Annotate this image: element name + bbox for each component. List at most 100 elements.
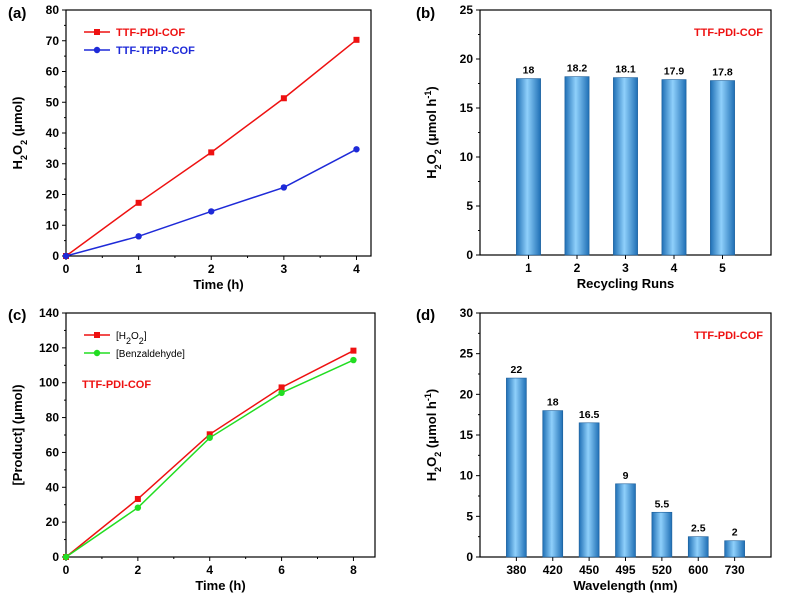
data-label: 2: [732, 527, 738, 539]
bar-2: [564, 76, 590, 256]
y-axis-label-part-3: 2: [433, 149, 443, 154]
x-tick-label: 0: [63, 563, 70, 577]
y-axis-label-part-1: 2: [433, 467, 443, 472]
y-tick-label: 10: [460, 469, 474, 483]
y-tick-label: 25: [460, 3, 474, 17]
data-point: [280, 184, 288, 191]
y-axis-label-part-4: (μmol h: [424, 401, 439, 452]
data-label: 17.9: [664, 66, 685, 78]
data-point: [353, 36, 360, 43]
data-label: 5.5: [655, 498, 670, 510]
x-tick-label: 495: [615, 563, 635, 577]
x-tick-label: 3: [281, 262, 288, 276]
y-axis-label-part-3: 2: [433, 452, 443, 457]
y-axis-label-part-1: 2: [19, 155, 29, 160]
y-axis-label-part-1: 2: [433, 164, 443, 169]
y-tick-label: 15: [460, 428, 474, 442]
data-point: [350, 347, 357, 354]
y-tick-label: 100: [39, 376, 59, 390]
y-tick-label: 5: [466, 509, 473, 523]
y-axis-label: H2O2 (μmol h-1): [423, 389, 443, 481]
x-axis-label: Recycling Runs: [577, 276, 675, 291]
x-tick-label: 2: [574, 261, 581, 275]
y-tick-label: 10: [46, 218, 60, 232]
x-tick-label: 2: [208, 262, 215, 276]
y-axis-label-part-0: [Product] (μmol): [10, 384, 25, 485]
data-label: 18.2: [567, 63, 588, 75]
legend-entry-part-1: 2: [126, 336, 131, 346]
annotation: TTF-PDI-COF: [694, 27, 763, 39]
legend-entry: TTF-TFPP-COF: [116, 45, 195, 57]
y-tick-label: 10: [460, 150, 474, 164]
plot-frame: [65, 9, 372, 257]
y-tick-label: 20: [46, 515, 60, 529]
x-tick-label: 450: [579, 563, 599, 577]
y-axis-label: H2O2 (μmol): [10, 97, 29, 170]
data-label: 17.8: [712, 67, 733, 79]
y-tick-label: 20: [46, 188, 60, 202]
bar-5: [710, 80, 735, 256]
y-tick-label: 50: [46, 95, 60, 109]
y-axis-label-part-4: (μmol): [10, 97, 25, 140]
x-tick-label: 6: [278, 563, 285, 577]
y-tick-label: 80: [46, 411, 60, 425]
legend-marker: [94, 29, 100, 35]
annotation: TTF-PDI-COF: [694, 330, 763, 342]
bar-520: [651, 511, 673, 558]
bar-730: [724, 540, 745, 558]
series-line-0: [65, 39, 357, 257]
legend-entry-part-3: 2: [139, 336, 144, 346]
y-tick-label: 0: [52, 249, 59, 263]
legend-entry: [H2O2]: [116, 331, 147, 346]
x-tick-label: 4: [353, 262, 360, 276]
y-tick-label: 40: [46, 480, 60, 494]
y-tick-label: 30: [46, 157, 60, 171]
y-tick-label: 20: [460, 52, 474, 66]
y-axis-label-part-5: -1: [423, 91, 433, 99]
legend-marker: [93, 349, 101, 357]
bar-380: [506, 377, 527, 558]
x-tick-label: 1: [525, 261, 532, 275]
y-axis-label-part-6: ): [424, 389, 439, 393]
y-tick-label: 0: [52, 550, 59, 564]
legend-entry: TTF-PDI-COF: [116, 27, 185, 39]
x-tick-label: 0: [63, 262, 70, 276]
y-axis-label-part-6: ): [424, 86, 439, 90]
x-tick-label: 380: [506, 563, 526, 577]
bar-600: [687, 536, 709, 558]
panel-label: (a): [8, 5, 26, 22]
data-point: [62, 252, 70, 260]
x-tick-label: 3: [622, 261, 629, 275]
x-tick-label: 4: [206, 563, 213, 577]
data-point: [280, 95, 287, 102]
data-point: [206, 431, 213, 438]
y-tick-label: 0: [466, 550, 473, 564]
y-axis-label-part-0: H: [424, 472, 439, 481]
y-tick-label: 5: [466, 199, 473, 213]
legend-entry-part-2: O: [131, 331, 139, 342]
data-point: [62, 553, 70, 561]
annotation: TTF-PDI-COF: [82, 379, 151, 391]
y-tick-label: 20: [460, 387, 474, 401]
data-point: [206, 434, 213, 441]
data-label: 18: [547, 397, 559, 409]
data-point: [208, 208, 215, 215]
x-axis-label: Time (h): [195, 578, 245, 593]
y-tick-label: 80: [46, 3, 60, 17]
y-axis-label: H2O2 (μmol h-1): [423, 86, 443, 178]
y-axis-label-part-2: O: [424, 457, 439, 467]
data-point: [134, 495, 141, 502]
y-tick-label: 140: [39, 306, 59, 320]
y-axis-label: [Product] (μmol): [10, 384, 25, 485]
data-point: [278, 384, 285, 391]
y-axis-label-part-0: H: [424, 169, 439, 178]
legend-entry: [Benzaldehyde]: [116, 349, 185, 360]
y-axis-label-part-5: -1: [423, 393, 433, 401]
bar-495: [615, 483, 636, 558]
x-tick-label: 8: [350, 563, 357, 577]
data-point: [135, 199, 142, 206]
y-tick-label: 60: [46, 65, 60, 79]
y-axis-label-part-0: H: [10, 160, 25, 169]
data-point: [353, 146, 360, 153]
